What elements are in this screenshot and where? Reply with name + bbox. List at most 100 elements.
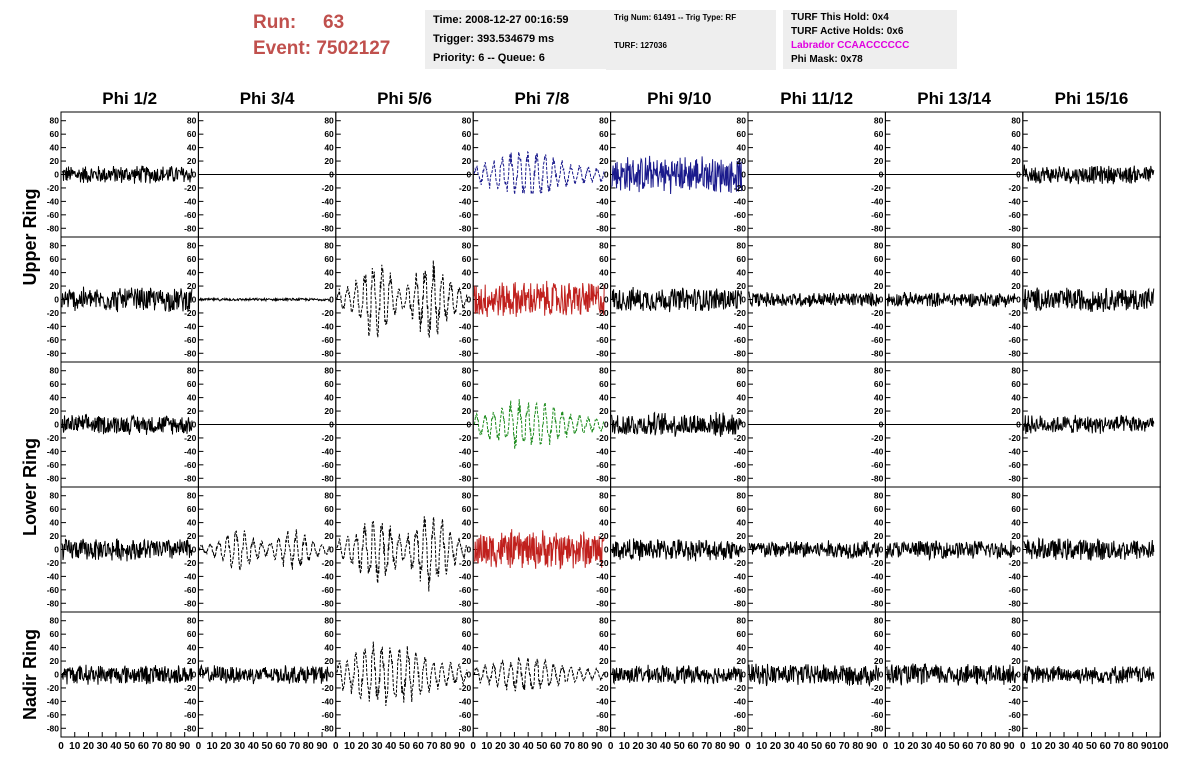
waveform-trace xyxy=(885,540,1017,562)
y-tick-label: 0 xyxy=(741,670,746,680)
x-tick-label: 20 xyxy=(83,741,95,752)
y-tick-label: 60 xyxy=(737,379,747,389)
x-tick-label: 80 xyxy=(990,741,1002,752)
waveform-trace xyxy=(198,529,330,571)
y-tick-label: 80 xyxy=(737,616,747,626)
y-tick-label: 60 xyxy=(324,379,334,389)
y-tick-label: 60 xyxy=(874,379,884,389)
y-tick-label: -40 xyxy=(1009,446,1022,456)
y-tick-label: 80 xyxy=(1011,491,1021,501)
y-tick-label: 20 xyxy=(1011,156,1021,166)
y-tick-label: -60 xyxy=(322,585,335,595)
y-tick-label: 0 xyxy=(466,170,471,180)
column-title: Phi 11/12 xyxy=(780,89,853,108)
y-tick-label: 80 xyxy=(599,491,609,501)
timing-box: Time: 2008-12-27 00:16:59 Trigger: 393.5… xyxy=(425,10,606,69)
y-tick-label: 40 xyxy=(187,268,197,278)
y-tick-label: 20 xyxy=(599,281,609,291)
waveform-trace xyxy=(473,657,605,692)
y-tick-label: 80 xyxy=(599,241,609,251)
waveform-trace xyxy=(336,516,467,592)
y-tick-label: 80 xyxy=(324,241,334,251)
x-tick-label: 10 xyxy=(481,741,493,752)
y-tick-label: -60 xyxy=(47,210,60,220)
x-tick-label: 0 xyxy=(883,741,889,752)
x-tick-label: 50 xyxy=(262,741,274,752)
x-tick-label: 70 xyxy=(564,741,576,752)
y-tick-label: 60 xyxy=(1011,129,1021,139)
y-tick-label: 80 xyxy=(50,366,60,376)
y-tick-label: 40 xyxy=(50,643,60,653)
y-tick-label: 0 xyxy=(1016,670,1021,680)
y-tick-label: 40 xyxy=(874,643,884,653)
y-tick-label: -60 xyxy=(459,210,472,220)
waveform-trace xyxy=(61,413,193,435)
column-title: Phi 5/6 xyxy=(377,89,432,108)
y-tick-label: 60 xyxy=(50,129,60,139)
y-tick-label: 0 xyxy=(1016,545,1021,555)
y-tick-label: -60 xyxy=(322,460,335,470)
y-tick-label: -60 xyxy=(459,585,472,595)
y-tick-label: -80 xyxy=(734,348,747,358)
y-tick-label: -20 xyxy=(322,308,335,318)
y-tick-label: -40 xyxy=(459,571,472,581)
y-tick-label: 20 xyxy=(1011,406,1021,416)
y-tick-label: 0 xyxy=(604,295,609,305)
y-tick-label: -60 xyxy=(184,710,197,720)
column-title: Phi 1/2 xyxy=(102,89,157,108)
y-tick-label: -80 xyxy=(734,723,747,733)
y-tick-label: -40 xyxy=(734,696,747,706)
y-tick-label: -60 xyxy=(596,710,609,720)
y-tick-label: -20 xyxy=(184,433,197,443)
y-tick-label: -20 xyxy=(459,683,472,693)
y-tick-label: 60 xyxy=(874,254,884,264)
y-tick-label: 60 xyxy=(462,379,472,389)
y-tick-label: 0 xyxy=(329,670,334,680)
y-tick-label: 0 xyxy=(1016,170,1021,180)
x-tick-label: 60 xyxy=(413,741,425,752)
waveform-trace xyxy=(611,538,743,562)
y-tick-label: 20 xyxy=(874,656,884,666)
x-tick-label: 40 xyxy=(248,741,260,752)
y-tick-label: 40 xyxy=(50,143,60,153)
column-title: Phi 15/16 xyxy=(1055,89,1129,108)
y-tick-label: 40 xyxy=(324,393,334,403)
y-tick-label: -20 xyxy=(459,308,472,318)
y-tick-label: -80 xyxy=(184,223,197,233)
y-tick-label: 20 xyxy=(187,531,197,541)
y-tick-label: 80 xyxy=(50,491,60,501)
y-tick-label: 80 xyxy=(187,116,197,126)
x-tick-label: 90 xyxy=(179,741,191,752)
x-tick-label: 10 xyxy=(756,741,768,752)
y-tick-label: -60 xyxy=(47,710,60,720)
x-tick-label: 0 xyxy=(196,741,202,752)
y-tick-label: 0 xyxy=(329,170,334,180)
y-tick-label: 40 xyxy=(50,393,60,403)
x-tick-label: 40 xyxy=(935,741,947,752)
x-tick-label: 0 xyxy=(58,741,64,752)
waveform-trace xyxy=(1023,414,1155,434)
y-tick-label: 80 xyxy=(462,116,472,126)
y-tick-label: -80 xyxy=(596,348,609,358)
event-value: 7502127 xyxy=(316,38,391,59)
y-tick-label: 0 xyxy=(879,545,884,555)
y-tick-label: 20 xyxy=(187,656,197,666)
y-tick-label: -60 xyxy=(596,335,609,345)
y-tick-label: 40 xyxy=(874,143,884,153)
y-tick-label: -80 xyxy=(1009,348,1022,358)
x-tick-label: 80 xyxy=(303,741,315,752)
y-tick-label: 80 xyxy=(324,616,334,626)
y-tick-label: -80 xyxy=(184,598,197,608)
waveform-trace xyxy=(1023,287,1155,313)
y-tick-label: 80 xyxy=(1011,241,1021,251)
y-tick-label: -80 xyxy=(184,348,197,358)
y-tick-label: -40 xyxy=(871,696,884,706)
y-tick-label: 60 xyxy=(50,254,60,264)
y-tick-label: 80 xyxy=(50,116,60,126)
y-tick-label: -20 xyxy=(596,433,609,443)
x-tick-label: 80 xyxy=(852,741,864,752)
y-tick-label: 60 xyxy=(462,254,472,264)
y-tick-label: 20 xyxy=(1011,531,1021,541)
y-tick-label: 40 xyxy=(187,143,197,153)
y-tick-label: 60 xyxy=(737,129,747,139)
